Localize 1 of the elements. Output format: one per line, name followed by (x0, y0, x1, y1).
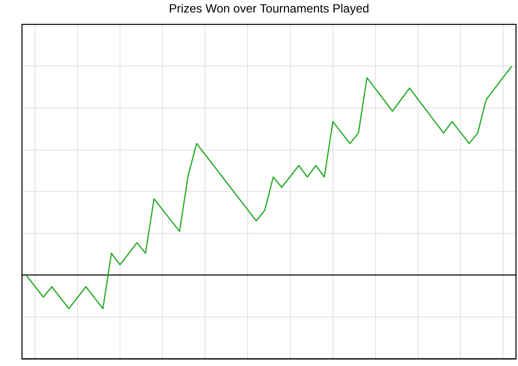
chart-title: Prizes Won over Tournaments Played (168, 2, 370, 16)
